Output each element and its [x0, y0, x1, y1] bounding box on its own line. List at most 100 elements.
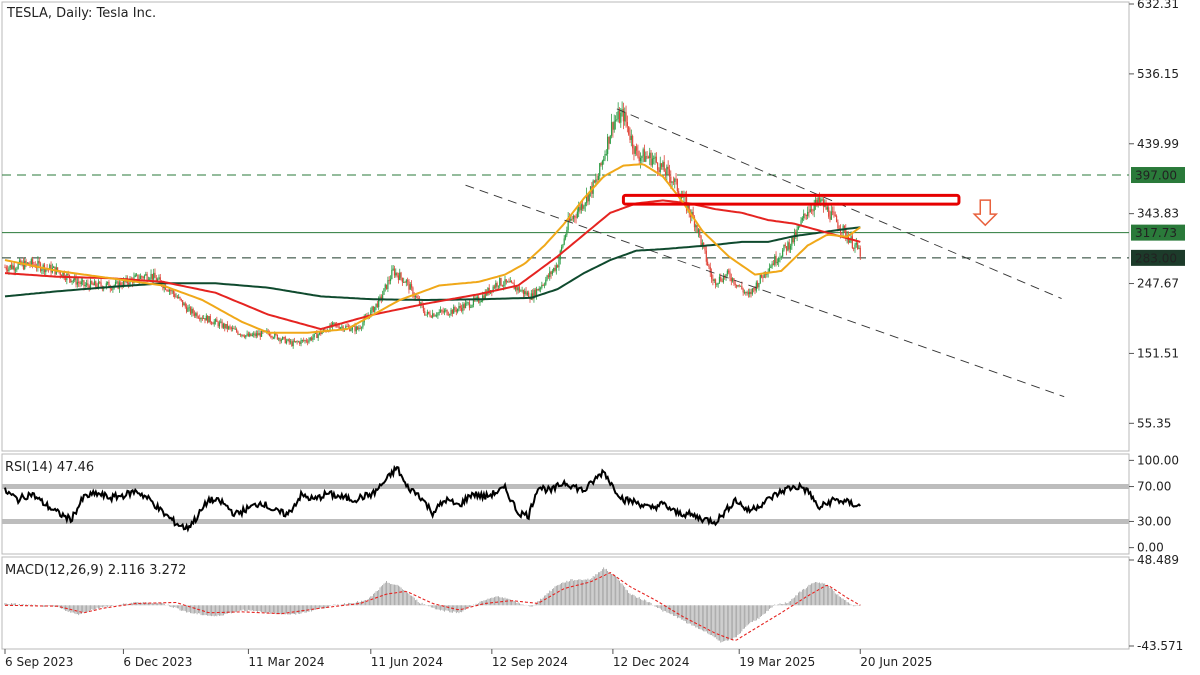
candle-body [747, 292, 750, 295]
candle-body [268, 332, 271, 336]
candle-body [576, 211, 578, 218]
candle-body [214, 319, 217, 322]
candle-body [629, 134, 631, 141]
candle-body [447, 314, 450, 316]
candle-body [162, 285, 164, 289]
candle-body [717, 282, 719, 285]
candle-body [479, 302, 481, 303]
candle-body [141, 276, 143, 278]
candle-body [196, 313, 198, 318]
candle-body [504, 279, 506, 286]
candle-body [849, 240, 851, 243]
x-tick-label: 19 Mar 2025 [739, 655, 815, 669]
candle-body [658, 169, 660, 173]
candle-body [418, 299, 421, 305]
candle-body [100, 282, 102, 287]
candle-body [167, 290, 169, 292]
candle-body [572, 216, 575, 219]
candle-body [807, 211, 809, 217]
candle-body [583, 205, 585, 209]
candle-body [16, 268, 18, 270]
candle-body [207, 315, 209, 323]
candle-body [342, 326, 344, 331]
candle-body [397, 275, 400, 280]
candle-body [518, 287, 521, 292]
candle-body [74, 276, 76, 281]
candle-body [371, 306, 373, 310]
candle-body [63, 272, 65, 279]
candle-body [780, 256, 782, 258]
candle-body [392, 268, 394, 270]
candle-body [225, 324, 227, 329]
candle-body [755, 282, 757, 291]
candle-body [543, 284, 546, 286]
candle-body [782, 250, 784, 257]
candle-body [742, 289, 744, 293]
candle-body [105, 283, 107, 287]
candle-body [609, 135, 611, 144]
candle-body [122, 280, 125, 287]
candle-body [730, 278, 732, 282]
candle-body [858, 247, 860, 249]
x-tick-label: 6 Dec 2023 [123, 655, 192, 669]
candle-body [524, 291, 526, 295]
x-tick-label: 20 Jun 2025 [860, 655, 932, 669]
rsi-panel[interactable] [1, 453, 1130, 555]
candle-body [735, 284, 738, 287]
candle-body [551, 271, 553, 275]
candle-body [237, 331, 239, 335]
candle-body [651, 158, 653, 166]
candle-body [589, 186, 592, 192]
candle-body [804, 213, 806, 215]
candle-body [459, 306, 461, 308]
candle-body [825, 203, 827, 210]
candle-body [213, 321, 215, 325]
candle-body [507, 281, 509, 283]
candle-body [242, 334, 244, 337]
candle-body [128, 283, 130, 285]
candle-body [217, 321, 219, 327]
candle-body [542, 285, 544, 286]
candle-body [393, 268, 396, 276]
candle-body [170, 289, 172, 291]
candle-body [142, 277, 144, 279]
candle-body [250, 333, 252, 336]
candle-body [60, 274, 63, 277]
candle-body [307, 341, 309, 343]
candle-body [120, 282, 122, 287]
candle-body [737, 285, 739, 287]
candle-body [178, 296, 180, 298]
candle-body [316, 332, 318, 339]
candle-body [318, 331, 321, 335]
candle-body [471, 304, 473, 308]
candle-body [588, 191, 590, 202]
rsi-tick-label: 100.00 [1137, 453, 1179, 467]
resistance-box [621, 193, 961, 206]
candle-body [400, 272, 402, 278]
candle-body [492, 286, 494, 292]
candle-body [821, 199, 823, 201]
candle-body [8, 267, 10, 272]
candle-body [13, 265, 15, 271]
candle-body [189, 307, 192, 314]
candle-body [754, 288, 756, 291]
candle-body [637, 150, 639, 157]
candle-body [622, 109, 625, 122]
candle-body [355, 326, 357, 332]
candle-body [634, 146, 636, 154]
price-tag [1131, 224, 1185, 241]
candle-body [184, 303, 186, 307]
price-panel[interactable] [1, 1, 1130, 452]
candle-body [564, 235, 567, 239]
candle-body [143, 275, 146, 279]
candle-body [667, 166, 669, 170]
candle-body [309, 337, 311, 340]
candle-body [557, 265, 559, 268]
candle-body [271, 336, 273, 338]
candle-body [201, 318, 203, 319]
candle-body [558, 259, 560, 268]
candle-body [796, 228, 798, 238]
candle-body [146, 274, 148, 281]
candle-body [204, 318, 206, 321]
candle-body [728, 270, 730, 273]
